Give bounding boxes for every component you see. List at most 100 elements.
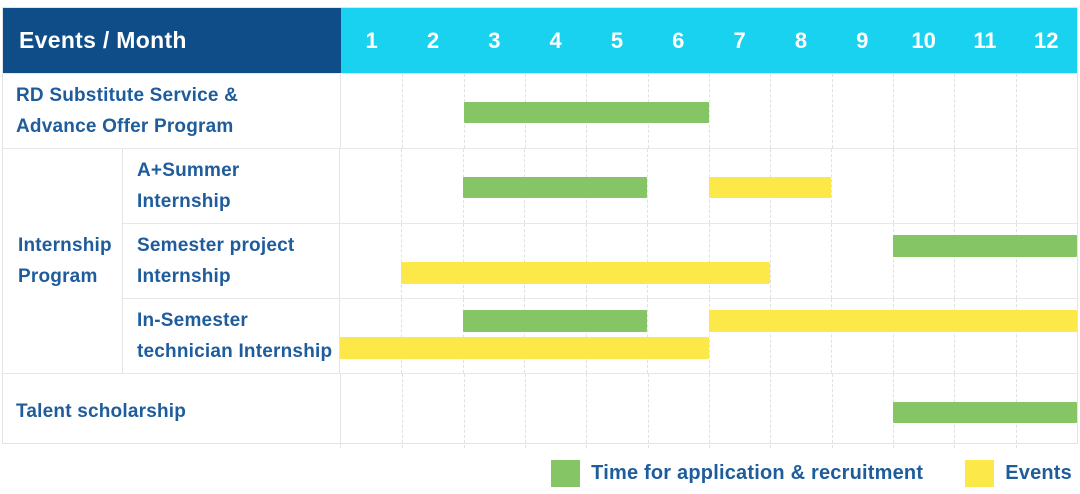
month-header-cell: 5 bbox=[610, 27, 624, 53]
row-label-line: technician Internship bbox=[137, 341, 333, 362]
month-gridline bbox=[1015, 299, 1017, 373]
month-header-cell: 6 bbox=[672, 27, 685, 53]
month-header-cell: 4 bbox=[549, 27, 562, 53]
month-header-cell: 11 bbox=[973, 27, 997, 53]
month-gridline bbox=[585, 224, 587, 298]
month-gridline bbox=[708, 299, 710, 373]
month-header-cell: 8 bbox=[794, 27, 808, 53]
month-gridline bbox=[462, 299, 464, 373]
month-gridline bbox=[831, 74, 833, 148]
application-recruitment-bar bbox=[462, 310, 648, 332]
month-gridline bbox=[462, 224, 464, 298]
row-rd-substitute: RD Substitute Service & Advance Offer Pr… bbox=[3, 73, 1077, 148]
row-label-in-semester-technician: In-Semester technician Internship bbox=[123, 299, 340, 373]
row-label-line: Talent scholarship bbox=[16, 400, 187, 422]
timeline-cell-in-semester-technician bbox=[340, 299, 1077, 373]
month-gridline bbox=[709, 374, 710, 448]
event-bar bbox=[340, 337, 709, 359]
row-label-a-plus-summer: A+Summer Internship bbox=[123, 149, 340, 223]
month-gridline bbox=[954, 224, 956, 298]
timeline-cell-semester-project bbox=[340, 224, 1077, 298]
month-gridline bbox=[585, 299, 587, 373]
application-color-swatch bbox=[551, 460, 581, 487]
month-header-cell: 1 bbox=[365, 27, 378, 53]
month-gridline bbox=[402, 74, 404, 148]
timeline-cell-a-plus-summer bbox=[340, 149, 1077, 223]
month-gridline bbox=[893, 74, 894, 148]
row-label-line: Advance Offer Program bbox=[16, 116, 234, 137]
events-gantt-table: Events / Month 1 2 3 4 5 6 7 8 9 10 11 12 RD Substi… bbox=[2, 7, 1078, 448]
month-gridline bbox=[401, 224, 403, 298]
month-header-cell: 9 bbox=[856, 27, 869, 53]
month-header-row: 1 2 3 4 5 6 7 8 9 10 11 12 bbox=[341, 8, 1077, 73]
month-gridline bbox=[647, 149, 649, 223]
event-bar bbox=[401, 262, 770, 284]
month-gridline bbox=[401, 149, 403, 223]
row-group-internship-program: Internship Program A+Summer Internship S… bbox=[3, 148, 1077, 373]
month-gridline bbox=[463, 374, 465, 448]
month-gridline bbox=[954, 299, 956, 373]
month-gridline bbox=[769, 299, 771, 373]
month-gridline bbox=[1015, 74, 1017, 148]
month-gridline bbox=[769, 224, 771, 298]
legend-item-events: Events bbox=[965, 460, 1072, 487]
row-label-line: RD Substitute Service & bbox=[16, 85, 239, 106]
event-color-swatch bbox=[965, 460, 995, 487]
group-label-line: Program bbox=[18, 266, 98, 287]
month-gridline bbox=[954, 74, 956, 148]
application-recruitment-bar bbox=[462, 177, 648, 198]
row-label-rd-substitute: RD Substitute Service & Advance Offer Pr… bbox=[3, 74, 341, 148]
event-bar bbox=[708, 177, 832, 198]
group-label-line: Internship bbox=[18, 235, 112, 256]
row-label-line: Internship bbox=[137, 266, 231, 287]
application-recruitment-bar bbox=[892, 235, 1077, 257]
row-label-line: In-Semester bbox=[137, 310, 248, 331]
month-header-cell: 7 bbox=[733, 27, 746, 53]
table-title: Events / Month bbox=[3, 8, 341, 73]
month-gridline bbox=[831, 149, 833, 223]
legend-label-application: Time for application & recruitment bbox=[591, 462, 924, 484]
month-gridline bbox=[892, 299, 894, 373]
month-gridline bbox=[402, 374, 404, 448]
row-a-plus-summer-internship: A+Summer Internship bbox=[123, 149, 1077, 223]
month-gridline bbox=[831, 374, 833, 448]
row-label-line: Internship bbox=[137, 191, 231, 212]
month-gridline bbox=[831, 224, 833, 298]
timeline-cell-talent-scholarship bbox=[341, 374, 1077, 448]
month-gridline bbox=[892, 224, 894, 298]
legend-label-events: Events bbox=[1005, 462, 1072, 484]
month-gridline bbox=[770, 74, 772, 148]
month-gridline bbox=[647, 299, 649, 373]
month-header-cell: 12 bbox=[1034, 27, 1059, 53]
month-gridline bbox=[709, 74, 710, 148]
month-gridline bbox=[524, 224, 526, 298]
month-gridline bbox=[770, 374, 772, 448]
legend-item-application: Time for application & recruitment bbox=[551, 460, 923, 487]
month-gridline bbox=[708, 224, 710, 298]
legend: Time for application & recruitment Event… bbox=[551, 460, 1072, 487]
month-gridline bbox=[831, 299, 833, 373]
month-gridline bbox=[954, 149, 956, 223]
timeline-cell-rd-substitute bbox=[341, 74, 1077, 148]
application-recruitment-bar bbox=[463, 102, 709, 123]
month-gridline bbox=[524, 299, 526, 373]
month-gridline bbox=[401, 299, 403, 373]
month-gridline bbox=[892, 149, 894, 223]
month-gridline bbox=[586, 374, 588, 448]
group-label-internship-program: Internship Program bbox=[3, 149, 123, 373]
application-recruitment-bar bbox=[893, 402, 1077, 423]
month-gridline bbox=[525, 374, 526, 448]
month-header-cell: 3 bbox=[488, 27, 501, 53]
row-label-talent-scholarship: Talent scholarship bbox=[3, 374, 341, 448]
month-gridline bbox=[1015, 224, 1017, 298]
month-gridline bbox=[647, 224, 649, 298]
month-header-cell: 10 bbox=[911, 27, 936, 53]
month-header-cell: 2 bbox=[426, 27, 440, 53]
row-talent-scholarship: Talent scholarship bbox=[3, 373, 1077, 448]
event-bar bbox=[708, 310, 1077, 332]
row-label-line: A+Summer bbox=[137, 160, 240, 181]
row-label-line: Semester project bbox=[137, 235, 295, 256]
month-gridline bbox=[1015, 149, 1017, 223]
internship-sub-rows: A+Summer Internship Semester project Int… bbox=[123, 149, 1077, 373]
row-in-semester-technician-internship: In-Semester technician Internship bbox=[123, 298, 1077, 373]
